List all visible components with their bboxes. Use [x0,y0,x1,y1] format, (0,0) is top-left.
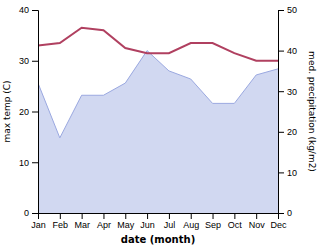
tick-mark [32,112,38,113]
tick-mark [278,91,284,92]
tick: 10 [19,158,38,168]
axis-line [39,214,279,220]
tick: Apr [97,213,111,230]
plot: JanFebMarAprMayJunJulAugSepOctNovDec0102… [19,5,297,230]
tick-label: 40 [19,5,29,15]
line [38,28,278,61]
tick-label: Jan [31,220,46,230]
tick: Mar [74,213,90,230]
x-axis-title: date (month) [121,234,195,245]
tick-label: 0 [287,208,292,218]
tick-mark [32,10,38,11]
x-axis: Jan Feb Mar Apr May Jun Jul Aug Sep Oct Nov Dec [31,213,287,230]
tick-mark [278,172,284,173]
y-axis: 0 10 20 30 40 [19,5,39,218]
tick-mark [82,213,83,219]
tick-mark [278,51,284,52]
tick: Sep [205,213,221,230]
tick: 30 [278,87,297,97]
tick: Jan [31,213,46,230]
tick: 40 [19,5,38,15]
tick-mark [32,61,38,62]
y2-axis: 0 10 20 30 40 50 [278,5,297,218]
y2-axis-title: med. precipitation (kg/m2) [307,51,317,172]
tick: Feb [53,213,69,230]
tick-mark [234,213,235,219]
tick-label: 30 [287,87,297,97]
tick-mark [278,132,284,133]
tick-label: Oct [228,220,243,230]
y-axis-title: max temp (C) [2,80,12,142]
tick-label: Apr [97,220,111,230]
line [38,51,278,138]
tick-label: Jul [164,220,176,230]
tick-label: 50 [287,5,297,15]
tick-mark [213,213,214,219]
tick-label: May [117,220,135,230]
tick-mark [147,213,148,219]
tick: May [117,213,135,230]
tick-label: Sep [205,220,221,230]
tick: Nov [249,213,266,230]
tick-label: Mar [74,220,90,230]
tick-label: 0 [24,208,29,218]
tick-label: 40 [287,46,297,56]
tick-label: 30 [19,56,29,66]
tick-label: Dec [270,220,287,230]
tick-label: 20 [19,107,29,117]
tick: 10 [278,168,297,178]
chart: JanFebMarAprMayJunJulAugSepOctNovDec0102… [0,0,318,247]
tick: Jun [140,213,155,230]
tick-mark [103,213,104,219]
tick-label: Feb [53,220,69,230]
area [38,51,278,213]
tick-mark [278,213,284,214]
tick-mark [32,162,38,163]
tick-mark [278,10,284,11]
tick: 0 [278,208,292,218]
tick-mark [32,213,38,214]
tick-mark [60,213,61,219]
tick-label: Aug [183,220,199,230]
marks [38,28,278,213]
tick-mark [169,213,170,219]
tick-label: Jun [140,220,155,230]
axis-line [32,11,39,214]
tick: Jul [164,213,176,230]
tick-label: 10 [19,158,29,168]
tick-label: 20 [287,127,297,137]
tick-mark [191,213,192,219]
tick: 20 [278,127,297,137]
tick: 20 [19,107,38,117]
tick: Aug [183,213,199,230]
tick: Dec [270,213,287,230]
tick-label: Nov [249,220,266,230]
tick: 40 [278,46,297,56]
tick: 30 [19,56,38,66]
axis-line [279,11,285,214]
tick: Oct [228,213,243,230]
tick: 0 [24,208,38,218]
tick-label: 10 [287,168,297,178]
tick-mark [256,213,257,219]
tick: 50 [278,5,297,15]
tick-mark [125,213,126,219]
